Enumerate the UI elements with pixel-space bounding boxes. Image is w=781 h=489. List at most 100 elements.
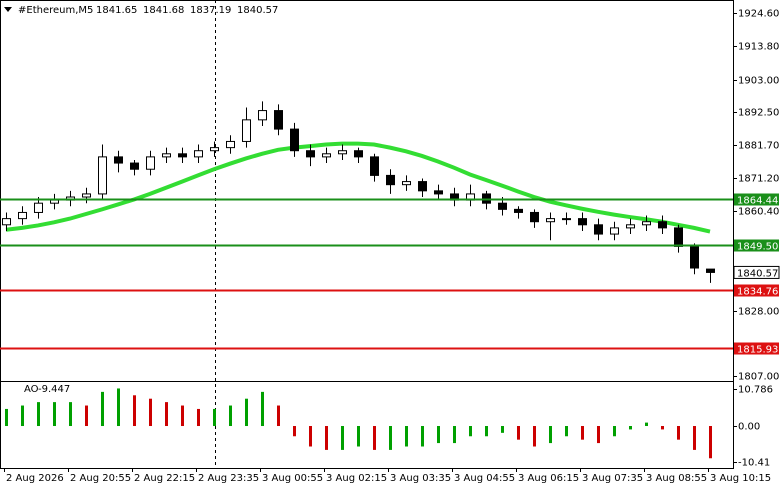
candle-body [386, 174, 395, 186]
candle-body [130, 162, 139, 170]
ao-bar [101, 391, 104, 427]
y-tick-label: 1860.40 [738, 207, 779, 218]
candle-body [370, 156, 379, 176]
ao-bar [389, 426, 392, 450]
candle-body [354, 150, 363, 158]
ao-bar [341, 426, 344, 450]
x-tick-label: 3 Aug 10:15 [710, 473, 771, 484]
candle-body [578, 218, 587, 226]
x-tick-label: 2 Aug 23:35 [198, 473, 259, 484]
candle-body [242, 119, 251, 142]
ao-bar [309, 426, 312, 447]
candle-body [290, 128, 299, 152]
ao-bar [5, 408, 8, 427]
ao-bar [149, 398, 152, 427]
ao-bar [645, 422, 648, 427]
ao-bar [373, 426, 376, 450]
ao-bar [357, 426, 360, 447]
x-tick-label: 3 Aug 04:55 [454, 473, 515, 484]
ao-bar [661, 426, 664, 430]
candle-body [258, 110, 267, 121]
candle-body [338, 150, 347, 155]
level-label: 1864.44 [737, 196, 778, 207]
header-quote: 1841.68 [143, 5, 184, 16]
candle-body [706, 268, 715, 273]
y-tick-label: 1807.00 [738, 372, 779, 383]
ao-bar [565, 426, 568, 437]
ao-bar [501, 426, 504, 433]
y-tick-label: 1903.00 [738, 76, 779, 87]
candle-body [98, 156, 107, 195]
level-label: 1815.93 [737, 345, 778, 356]
ao-value: -9.447 [38, 384, 70, 395]
candle-body [18, 211, 27, 220]
ao-bar [213, 408, 216, 427]
ao-bar [581, 426, 584, 440]
ao-bar [469, 426, 472, 437]
price-label: 1840.57 [737, 268, 778, 279]
x-tick-label: 2 Aug 2026 [6, 473, 64, 484]
candle-body [306, 150, 315, 158]
candle-body [498, 202, 507, 210]
candle-body [322, 153, 331, 158]
candle-body [594, 224, 603, 235]
header-quote: 1841.65 [96, 5, 137, 16]
ao-bar [229, 405, 232, 427]
header-quote: 1837.19 [190, 5, 231, 16]
ao-bar [677, 426, 680, 440]
ao-bar [405, 426, 408, 447]
candle-body [82, 193, 91, 198]
candle-body [562, 218, 571, 221]
candle-body [418, 181, 427, 192]
ao-bar [709, 426, 712, 459]
moving-average [5, 141, 711, 234]
ao-bar [693, 426, 696, 450]
candle-body [402, 181, 411, 186]
x-tick-label: 3 Aug 07:35 [582, 473, 643, 484]
candle-body [530, 211, 539, 223]
ao-bar [277, 405, 280, 427]
candle-body [2, 218, 11, 226]
candle-body [642, 221, 651, 226]
ao-bar [533, 426, 536, 447]
x-tick-label: 3 Aug 02:15 [326, 473, 387, 484]
candle-body [50, 199, 59, 204]
x-tick-label: 3 Aug 08:55 [646, 473, 707, 484]
level-label: 1834.76 [737, 287, 778, 298]
ao-bar [181, 405, 184, 427]
ao-bar [53, 402, 56, 427]
candle-body [626, 224, 635, 229]
ao-bar [245, 398, 248, 427]
ao-bar [117, 388, 120, 427]
frame [0, 0, 734, 469]
ao-bar [453, 426, 456, 444]
ao-bar [197, 408, 200, 427]
ao-bar [517, 426, 520, 440]
ao-bar [485, 426, 488, 437]
ao-bar [629, 426, 632, 430]
ao-bar [613, 426, 616, 437]
level-label-bg [734, 239, 779, 252]
price-label-bg [733, 265, 780, 279]
level-label-bg [734, 193, 779, 206]
ao-bar [437, 426, 440, 444]
candle-body [546, 218, 555, 223]
ao-bar [69, 402, 72, 427]
ao-title: AO [24, 384, 39, 395]
y-tick-label: 0.00 [738, 422, 760, 433]
y-tick-label: 10.786 [738, 385, 773, 396]
candle-body [162, 153, 171, 158]
ao-bar [85, 405, 88, 427]
x-tick-label: 2 Aug 20:55 [70, 473, 131, 484]
y-tick-label: 1924.60 [738, 9, 779, 20]
ao-bar [597, 426, 600, 444]
candle-body [690, 245, 699, 269]
y-tick-label: 1913.80 [738, 42, 779, 53]
x-tick-label: 3 Aug 06:15 [518, 473, 579, 484]
candle-body [114, 156, 123, 164]
ao-bar [21, 405, 24, 427]
candle-body [146, 156, 155, 170]
candle-body [226, 140, 235, 149]
